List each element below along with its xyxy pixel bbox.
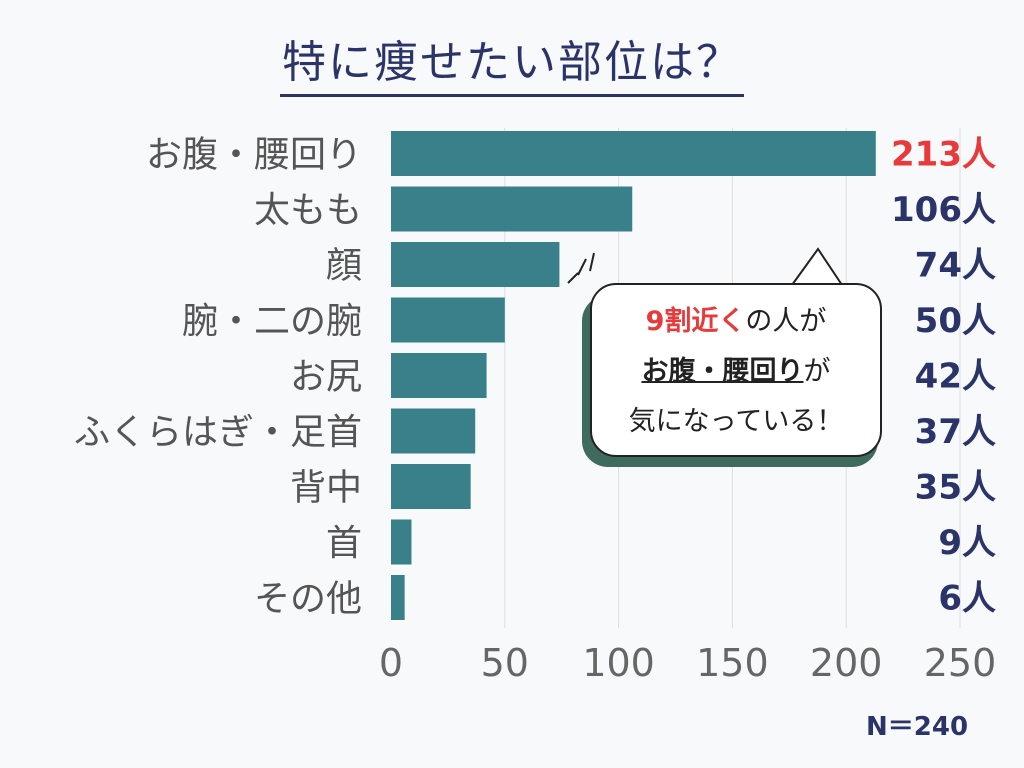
callout-highlight-part: お腹・腰回り [641, 356, 804, 387]
x-tick-label: 50 [481, 641, 529, 685]
value-label: 74人 [915, 246, 996, 286]
value-label: 106人 [891, 190, 996, 230]
x-tick-label: 250 [924, 641, 997, 685]
chart-title: 特に痩せたい部位は？ [0, 26, 1024, 97]
category-label: 太もも [254, 190, 362, 231]
category-label: お尻 [290, 357, 362, 398]
category-label: ふくらはぎ・足首 [74, 412, 362, 453]
value-label: 35人 [915, 468, 996, 508]
emphasis-marks-icon [567, 252, 595, 284]
value-label: 37人 [915, 412, 996, 452]
value-label: 6人 [938, 579, 996, 619]
category-label: 首 [326, 523, 362, 564]
category-label: 顔 [326, 246, 362, 287]
sample-size: N＝240 [866, 712, 969, 742]
x-tick-label: 100 [582, 641, 655, 685]
value-label: 213人 [891, 135, 996, 175]
bar [391, 242, 560, 287]
x-tick-label: 200 [810, 641, 883, 685]
category-label: 腕・二の腕 [182, 301, 362, 342]
value-label: 9人 [938, 523, 996, 563]
bar [391, 408, 476, 454]
bar [391, 186, 633, 232]
callout-line-1: 9割近くの人が [645, 306, 827, 337]
callout-tail [791, 247, 843, 286]
bar [391, 464, 471, 509]
bar [391, 575, 405, 620]
x-tick-label: 0 [379, 641, 403, 685]
callout-highlight-ratio: 9割近く [645, 306, 746, 337]
x-tick-label: 150 [696, 641, 769, 685]
bar [391, 519, 412, 565]
bar [391, 353, 487, 398]
category-label: その他 [254, 579, 362, 620]
callout-bubble: 9割近くの人が お腹・腰回りが 気になっている！ [567, 247, 886, 467]
category-label: 背中 [290, 468, 362, 509]
callout-text-box: 9割近くの人が お腹・腰回りが 気になっている！ [590, 283, 882, 457]
bar [391, 297, 505, 343]
value-label: 42人 [915, 357, 996, 397]
callout-line-3: 気になっている！ [628, 406, 844, 437]
category-label: お腹・腰回り [146, 135, 362, 176]
callout-line-2: お腹・腰回りが [641, 356, 831, 387]
value-label: 50人 [915, 301, 996, 341]
bar [391, 131, 876, 176]
